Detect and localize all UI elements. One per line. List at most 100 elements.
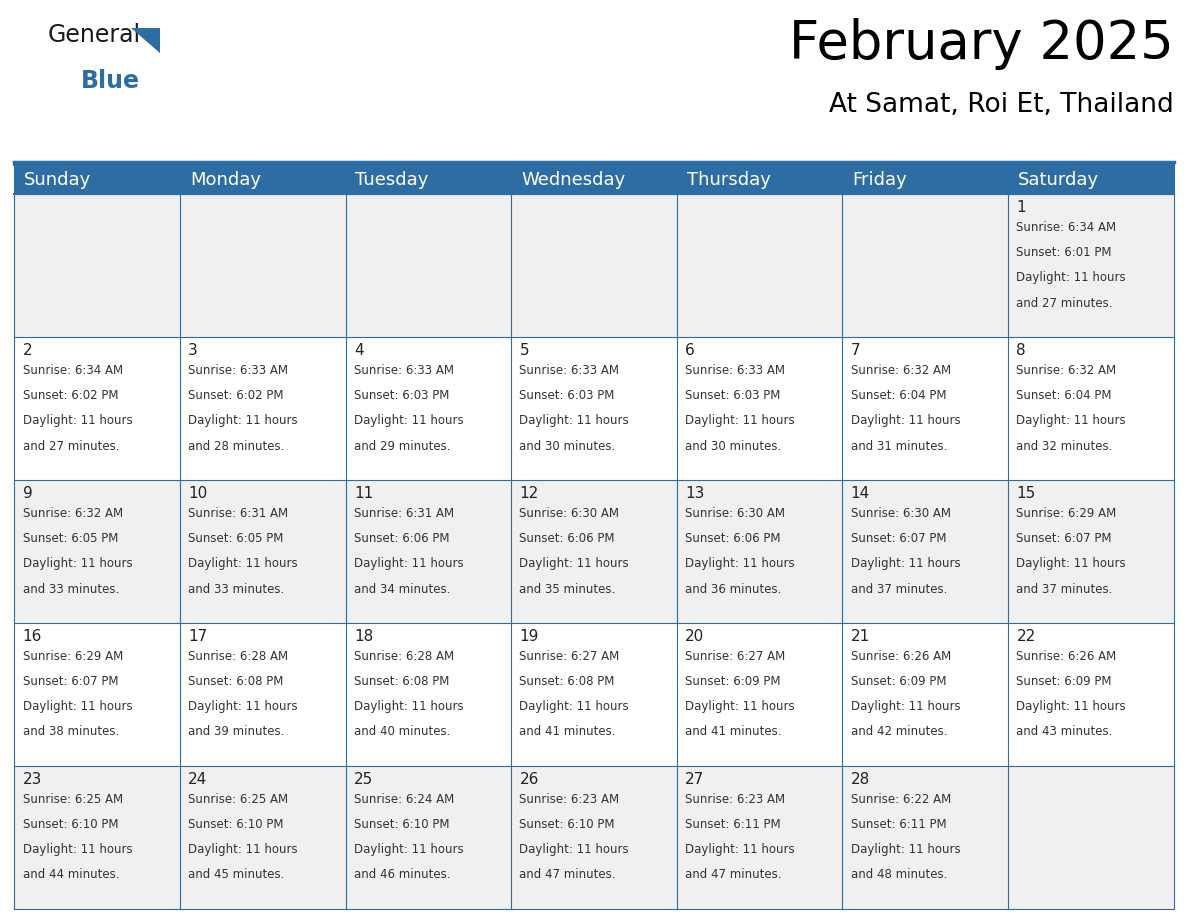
Text: Saturday: Saturday <box>1018 171 1099 188</box>
Text: and 36 minutes.: and 36 minutes. <box>685 583 782 596</box>
Text: and 40 minutes.: and 40 minutes. <box>354 725 450 738</box>
Text: 2: 2 <box>23 342 32 357</box>
Text: Daylight: 11 hours: Daylight: 11 hours <box>354 557 463 570</box>
Text: 28: 28 <box>851 771 870 787</box>
Text: and 48 minutes.: and 48 minutes. <box>851 868 947 881</box>
Bar <box>677 194 842 337</box>
Text: General: General <box>48 23 140 47</box>
Bar <box>346 337 511 480</box>
Text: 22: 22 <box>1017 629 1036 644</box>
Text: Sunrise: 6:29 AM: Sunrise: 6:29 AM <box>1017 507 1117 520</box>
Bar <box>511 480 677 622</box>
Text: and 27 minutes.: and 27 minutes. <box>1017 297 1113 309</box>
Text: Sunset: 6:06 PM: Sunset: 6:06 PM <box>685 532 781 545</box>
Bar <box>1009 337 1174 480</box>
Bar <box>842 194 1009 337</box>
Text: 8: 8 <box>1017 342 1026 357</box>
Bar <box>179 337 346 480</box>
Text: Daylight: 11 hours: Daylight: 11 hours <box>851 557 960 570</box>
Text: Sunrise: 6:33 AM: Sunrise: 6:33 AM <box>685 364 785 377</box>
Text: February 2025: February 2025 <box>789 18 1174 71</box>
Text: Daylight: 11 hours: Daylight: 11 hours <box>1017 414 1126 428</box>
Text: Sunset: 6:07 PM: Sunset: 6:07 PM <box>1017 532 1112 545</box>
Text: Daylight: 11 hours: Daylight: 11 hours <box>1017 557 1126 570</box>
Text: Daylight: 11 hours: Daylight: 11 hours <box>188 844 298 856</box>
Text: Sunrise: 6:30 AM: Sunrise: 6:30 AM <box>519 507 619 520</box>
Bar <box>511 194 677 337</box>
Text: and 30 minutes.: and 30 minutes. <box>519 440 615 453</box>
Text: Sunset: 6:11 PM: Sunset: 6:11 PM <box>685 818 781 831</box>
Bar <box>14 337 179 480</box>
Text: Sunset: 6:03 PM: Sunset: 6:03 PM <box>685 389 781 402</box>
Bar <box>179 766 346 909</box>
Text: Daylight: 11 hours: Daylight: 11 hours <box>1017 272 1126 285</box>
Text: Sunrise: 6:27 AM: Sunrise: 6:27 AM <box>685 650 785 663</box>
Text: and 28 minutes.: and 28 minutes. <box>188 440 285 453</box>
Text: Sunset: 6:11 PM: Sunset: 6:11 PM <box>851 818 947 831</box>
Text: Sunrise: 6:27 AM: Sunrise: 6:27 AM <box>519 650 620 663</box>
Bar <box>677 337 842 480</box>
Text: Sunrise: 6:33 AM: Sunrise: 6:33 AM <box>354 364 454 377</box>
Text: 3: 3 <box>188 342 198 357</box>
Text: Daylight: 11 hours: Daylight: 11 hours <box>851 414 960 428</box>
Text: Sunset: 6:05 PM: Sunset: 6:05 PM <box>188 532 284 545</box>
Text: Sunrise: 6:28 AM: Sunrise: 6:28 AM <box>188 650 289 663</box>
Bar <box>14 480 179 622</box>
Text: Sunrise: 6:23 AM: Sunrise: 6:23 AM <box>519 793 620 806</box>
Text: and 38 minutes.: and 38 minutes. <box>23 725 119 738</box>
Bar <box>346 194 511 337</box>
Bar <box>842 480 1009 622</box>
Text: 1: 1 <box>1017 199 1026 215</box>
Text: Sunrise: 6:23 AM: Sunrise: 6:23 AM <box>685 793 785 806</box>
Text: and 30 minutes.: and 30 minutes. <box>685 440 782 453</box>
Bar <box>1009 766 1174 909</box>
Text: 17: 17 <box>188 629 208 644</box>
Text: Friday: Friday <box>853 171 908 188</box>
Text: Tuesday: Tuesday <box>355 171 429 188</box>
Text: Daylight: 11 hours: Daylight: 11 hours <box>188 557 298 570</box>
Bar <box>346 165 511 194</box>
Text: and 47 minutes.: and 47 minutes. <box>685 868 782 881</box>
Text: Sunrise: 6:28 AM: Sunrise: 6:28 AM <box>354 650 454 663</box>
Text: Sunday: Sunday <box>24 171 91 188</box>
Bar <box>346 622 511 766</box>
Text: Daylight: 11 hours: Daylight: 11 hours <box>23 844 132 856</box>
Bar <box>1009 165 1174 194</box>
Text: 16: 16 <box>23 629 42 644</box>
Text: 5: 5 <box>519 342 529 357</box>
Text: Thursday: Thursday <box>687 171 771 188</box>
Bar <box>179 165 346 194</box>
Text: 11: 11 <box>354 486 373 500</box>
Bar <box>511 337 677 480</box>
Text: 21: 21 <box>851 629 870 644</box>
Text: 23: 23 <box>23 771 42 787</box>
Text: Monday: Monday <box>190 171 261 188</box>
Text: 7: 7 <box>851 342 860 357</box>
Text: Sunset: 6:10 PM: Sunset: 6:10 PM <box>354 818 449 831</box>
Bar <box>842 622 1009 766</box>
Text: Sunrise: 6:26 AM: Sunrise: 6:26 AM <box>851 650 950 663</box>
Text: Sunrise: 6:34 AM: Sunrise: 6:34 AM <box>23 364 122 377</box>
Text: Sunset: 6:03 PM: Sunset: 6:03 PM <box>354 389 449 402</box>
Text: Sunset: 6:04 PM: Sunset: 6:04 PM <box>1017 389 1112 402</box>
Bar <box>1009 194 1174 337</box>
Text: Sunset: 6:05 PM: Sunset: 6:05 PM <box>23 532 118 545</box>
Text: and 34 minutes.: and 34 minutes. <box>354 583 450 596</box>
Text: Daylight: 11 hours: Daylight: 11 hours <box>354 414 463 428</box>
Text: Sunrise: 6:30 AM: Sunrise: 6:30 AM <box>851 507 950 520</box>
Text: Daylight: 11 hours: Daylight: 11 hours <box>23 414 132 428</box>
Text: Sunrise: 6:32 AM: Sunrise: 6:32 AM <box>23 507 122 520</box>
Text: Sunrise: 6:32 AM: Sunrise: 6:32 AM <box>851 364 950 377</box>
Bar <box>842 165 1009 194</box>
Text: Daylight: 11 hours: Daylight: 11 hours <box>354 700 463 713</box>
Bar <box>1009 622 1174 766</box>
Text: 27: 27 <box>685 771 704 787</box>
Bar <box>14 622 179 766</box>
Text: Daylight: 11 hours: Daylight: 11 hours <box>519 844 630 856</box>
Text: and 46 minutes.: and 46 minutes. <box>354 868 450 881</box>
Text: Sunrise: 6:26 AM: Sunrise: 6:26 AM <box>1017 650 1117 663</box>
Text: Daylight: 11 hours: Daylight: 11 hours <box>354 844 463 856</box>
Text: Sunset: 6:07 PM: Sunset: 6:07 PM <box>23 675 118 688</box>
Text: Daylight: 11 hours: Daylight: 11 hours <box>1017 700 1126 713</box>
Text: Sunset: 6:02 PM: Sunset: 6:02 PM <box>188 389 284 402</box>
